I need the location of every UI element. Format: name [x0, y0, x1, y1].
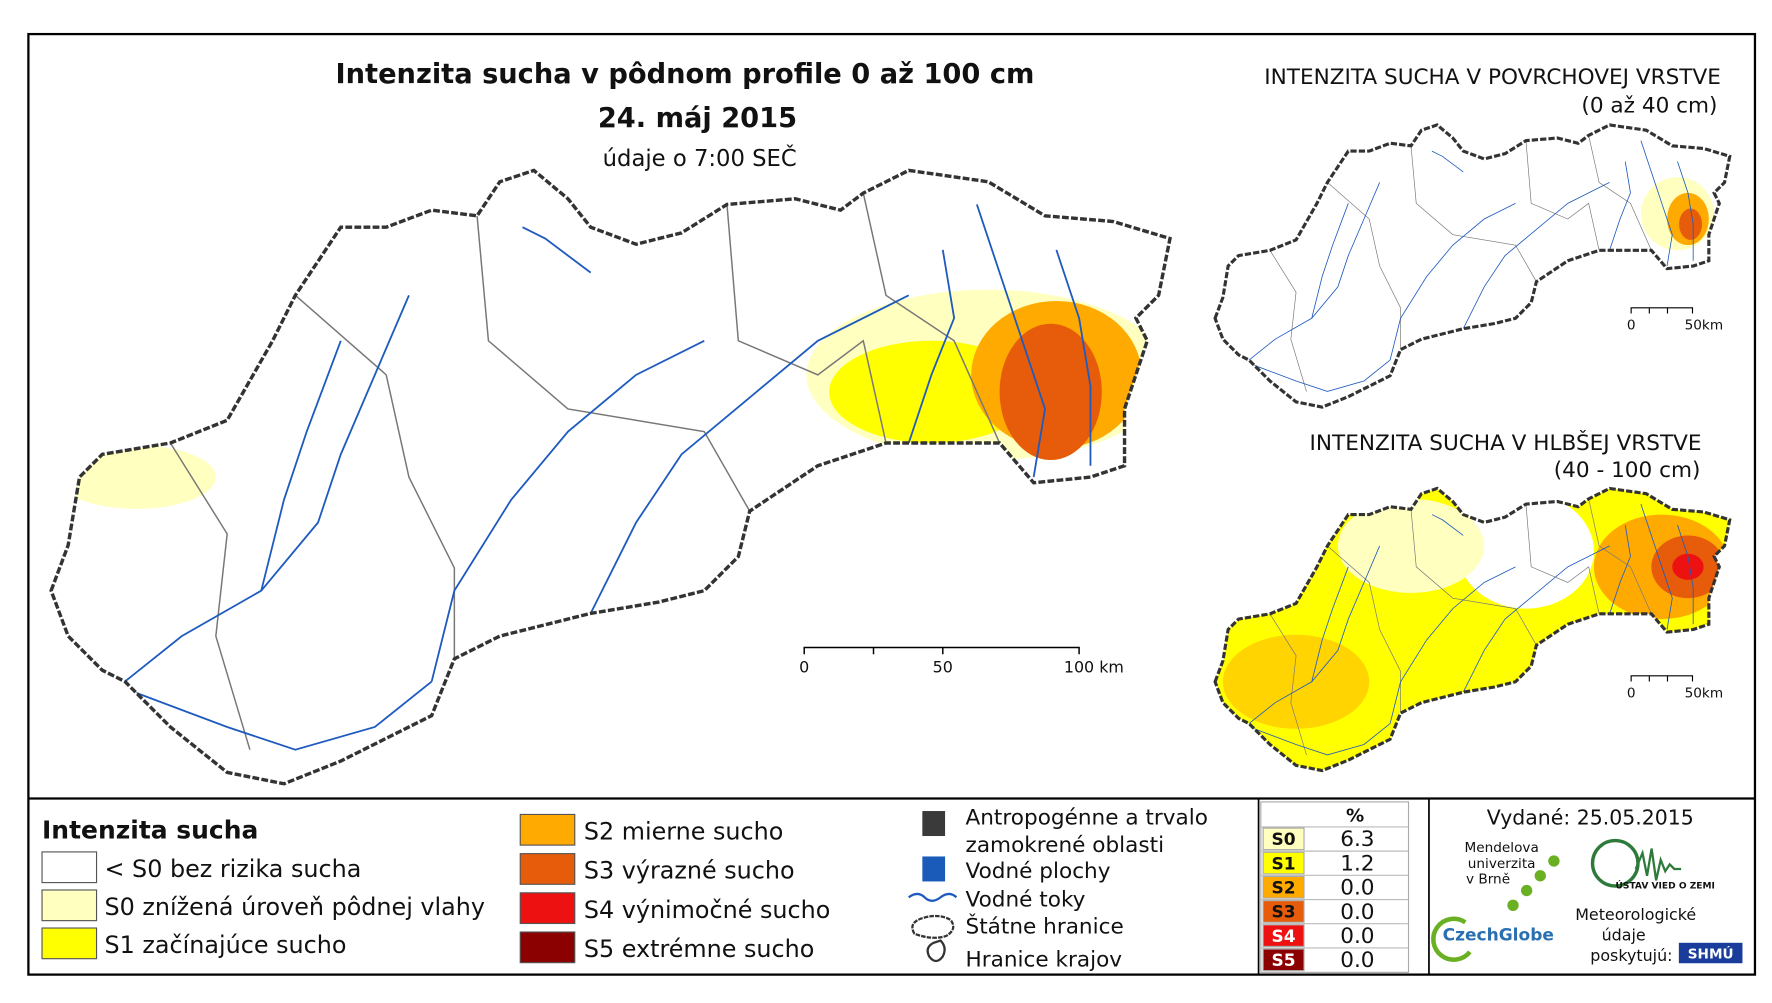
- legend-label: < S0 bez rizika sucha: [105, 855, 362, 883]
- map-graphic: [1678, 942, 1743, 964]
- percent-value: 1.2: [1340, 851, 1374, 876]
- layer-label: Vodné plochy: [966, 859, 1111, 884]
- map-graphic: [1458, 493, 1594, 609]
- legend-swatch: [41, 927, 98, 960]
- scale-label: 50km: [1685, 685, 1724, 701]
- layer-label: Vodné toky: [966, 887, 1086, 912]
- map-graphic: [1222, 493, 1730, 756]
- meteo-text: Meteorologické: [1575, 905, 1696, 924]
- legend-title: Intenzita sucha: [42, 815, 258, 844]
- legend-label: S3 výrazné sucho: [584, 857, 795, 885]
- logo-mendel: univerzita: [1468, 856, 1536, 872]
- inset-title: INTENZITA SUCHA V POVRCHOVEJ VRSTVE: [1264, 65, 1721, 90]
- symbol-river: [908, 892, 958, 902]
- logo-mendel: v Brně: [1466, 872, 1510, 888]
- map-graphic: [999, 323, 1102, 461]
- class-cell: [1262, 924, 1305, 947]
- issued-date: Vydané: 25.05.2015: [1487, 806, 1694, 830]
- scale-label: 0: [799, 657, 809, 676]
- scale-bar: [1630, 307, 1694, 314]
- date: 24. máj 2015: [598, 103, 797, 134]
- scale-bar: [1630, 675, 1694, 682]
- class-code: S4: [1272, 927, 1296, 947]
- legend-swatch: [519, 853, 576, 885]
- symbol-region: [926, 939, 946, 963]
- logo-shmu: SHMÚ: [1688, 945, 1734, 963]
- map-graphic: [1431, 916, 1472, 962]
- legend-label: S0 znížená úroveň pôdnej vlahy: [105, 893, 486, 921]
- legend-label: S2 mierne sucho: [584, 817, 784, 845]
- class-cell: [1262, 948, 1305, 972]
- title: Intenzita sucha v pôdnom profile 0 až 10…: [336, 59, 1035, 90]
- layer-label: zamokrené oblasti: [966, 833, 1165, 858]
- scale-label: 0: [1627, 685, 1636, 701]
- symbol-urban: [922, 811, 946, 837]
- percent-value: 0.0: [1340, 900, 1374, 925]
- legend-label: S5 extrémne sucho: [584, 935, 814, 963]
- symbol-water: [922, 856, 946, 882]
- scale-label: 0: [1627, 317, 1636, 333]
- legend-swatch: [519, 931, 576, 964]
- percent-value: 0.0: [1340, 876, 1374, 901]
- table-header: %: [1346, 805, 1364, 826]
- legend-swatch: [41, 851, 98, 884]
- layer-label: Hranice krajov: [966, 948, 1123, 973]
- class-code: S3: [1272, 903, 1296, 923]
- legend-swatch: [41, 889, 98, 922]
- class-code: S2: [1272, 878, 1296, 898]
- logo-uvgz: ÚSTAV VIED O ZEMI: [1616, 879, 1715, 891]
- scale-label: 100 km: [1064, 657, 1124, 676]
- map-graphic: [1507, 899, 1519, 911]
- legend-label: S4 výnimočné sucho: [584, 896, 830, 924]
- table-border: [1260, 801, 1410, 973]
- legend-classes: < S0 bez rizika sucha S0 znížená úroveň p…: [41, 813, 830, 964]
- legend-swatch: [519, 892, 576, 925]
- class-code: S5: [1272, 951, 1296, 971]
- symbol-border: [911, 914, 955, 939]
- percent-value: 0.0: [1340, 948, 1374, 973]
- inset-map: [1213, 123, 1732, 409]
- map-graphic: [1520, 884, 1533, 897]
- class-code: S1: [1272, 854, 1296, 874]
- class-cell: [1262, 875, 1305, 899]
- map-graphic: [1679, 208, 1703, 240]
- legend-swatch: [519, 813, 576, 846]
- logo-czechglobe: CzechGlobe: [1443, 926, 1554, 946]
- map-graphic: [1248, 135, 1715, 392]
- meteo-text: údaje: [1602, 926, 1646, 945]
- class-code: S0: [1272, 830, 1296, 850]
- main-map: [49, 168, 1172, 786]
- map-graphic: [1548, 855, 1560, 867]
- logo-mendel: Mendelova: [1464, 840, 1538, 856]
- map-graphic: [56, 192, 1170, 751]
- time-note: údaje o 7:00 SEČ: [603, 144, 797, 172]
- inset-subtitle: (40 - 100 cm): [1554, 458, 1701, 483]
- map-graphic: [1337, 498, 1485, 593]
- map-graphic: [1634, 848, 1682, 881]
- legend-label: S1 začínajúce sucho: [105, 931, 347, 959]
- logos: Mendelova univerzita v Brně CzechGlobe Ú…: [1431, 838, 1743, 965]
- class-cell: [1262, 900, 1305, 923]
- inset-title: INTENZITA SUCHA V HLBŠEJ VRSTVE: [1310, 430, 1702, 456]
- class-cell: [1262, 827, 1305, 851]
- meteo-text: poskytujú:: [1590, 946, 1672, 965]
- inset-map: [1213, 486, 1732, 773]
- percent-table: % S0 6.3 S1 1.2 S2 0.0 S3 0.0 S4 0.0 S5 0.0: [1260, 801, 1410, 973]
- percent-value: 0.0: [1340, 924, 1374, 949]
- layer-label: Antropogénne a trvalo: [966, 806, 1208, 831]
- class-cell: [1262, 851, 1305, 875]
- scale-label: 50: [933, 657, 953, 676]
- scale-bar: [803, 646, 1080, 655]
- percent-value: 6.3: [1340, 827, 1374, 852]
- map-graphic: [1534, 870, 1546, 882]
- inset-subtitle: (0 až 40 cm): [1581, 93, 1717, 118]
- layer-symbols: [908, 811, 958, 963]
- map-graphic: [1672, 553, 1704, 580]
- layer-label: Štátne hranice: [966, 914, 1124, 940]
- scale-label: 50km: [1685, 317, 1724, 333]
- map-graphic: [1222, 634, 1370, 729]
